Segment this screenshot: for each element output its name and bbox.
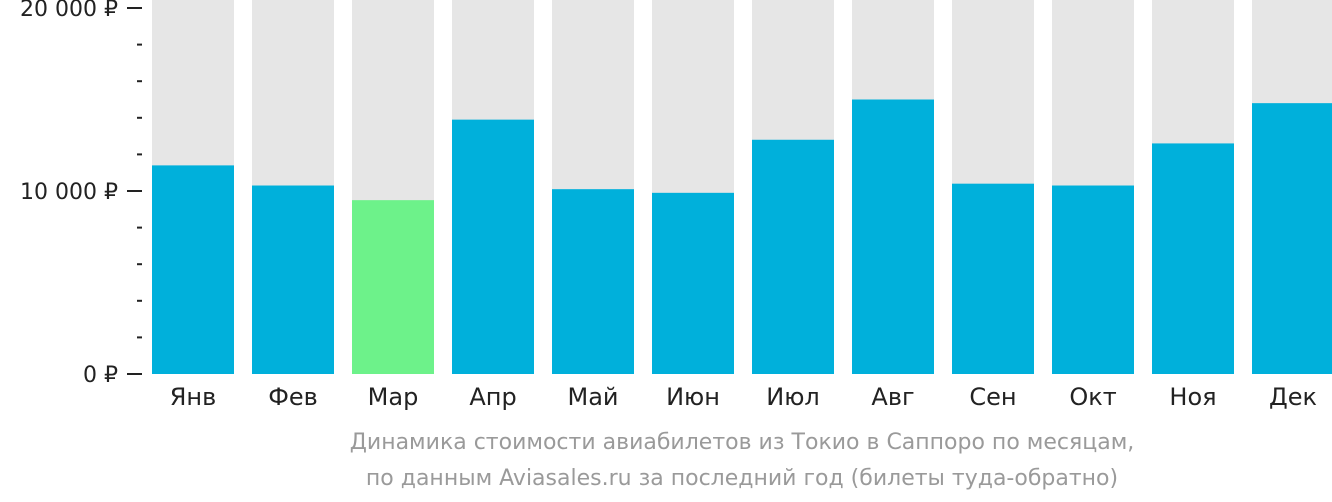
bar-9[interactable] [952, 183, 1034, 374]
bar-5[interactable] [552, 189, 634, 374]
bar-2[interactable] [252, 185, 334, 374]
x-tick-label: Дек [1269, 383, 1317, 411]
bar-4[interactable] [452, 119, 534, 374]
bar-11[interactable] [1152, 143, 1234, 374]
x-tick-label: Июл [766, 383, 820, 411]
bar-7[interactable] [752, 139, 834, 374]
bar-8[interactable] [852, 99, 934, 375]
y-axis: 0 ₽ 10 000 ₽ 20 000 ₽ [20, 0, 142, 388]
bar-12[interactable] [1252, 103, 1332, 374]
chart-caption-line-1: Динамика стоимости авиабилетов из Токио … [349, 430, 1135, 455]
x-tick-label: Апр [469, 383, 516, 411]
x-axis: Янв Фев Мар Апр Май Июн Июл Авг Сен Окт Ноя Дек [170, 383, 1317, 411]
x-tick-label: Авг [871, 383, 914, 411]
x-tick-label: Май [567, 383, 618, 411]
chart-caption-line-2: по данным Aviasales.ru за последний год … [365, 466, 1119, 491]
x-tick-label: Июн [666, 383, 720, 411]
bar-1[interactable] [152, 165, 234, 374]
y-tick-label: 10 000 ₽ [20, 180, 118, 205]
data-bars [152, 99, 1332, 375]
bar-3[interactable] [352, 200, 434, 374]
x-tick-label: Мар [368, 383, 419, 411]
bar-10[interactable] [1052, 185, 1134, 374]
x-tick-label: Фев [268, 383, 318, 411]
x-tick-label: Ноя [1169, 383, 1216, 411]
x-tick-label: Янв [170, 383, 217, 411]
bar-6[interactable] [652, 192, 734, 374]
y-tick-label: 20 000 ₽ [20, 0, 118, 22]
x-tick-label: Окт [1069, 383, 1116, 411]
y-tick-label: 0 ₽ [83, 363, 118, 388]
x-tick-label: Сен [969, 383, 1016, 411]
price-bar-chart: 0 ₽ 10 000 ₽ 20 000 ₽ Янв Фев Мар Апр Май Июн Ию… [20, 0, 1332, 411]
